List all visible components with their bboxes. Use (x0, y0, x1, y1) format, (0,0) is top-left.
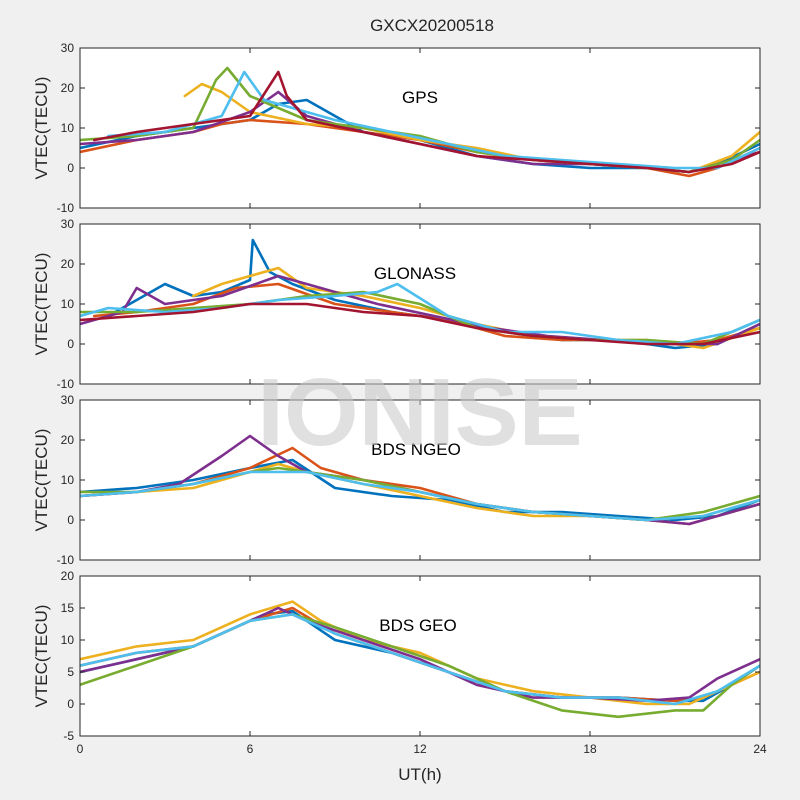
series-group (80, 238, 760, 350)
y-axis-label: VTEC(TECU) (32, 429, 51, 532)
series-line-6 (80, 613, 760, 706)
y-tick-label: 20 (61, 257, 75, 271)
y-tick-label: 0 (67, 513, 74, 527)
y-tick-label: 10 (61, 473, 75, 487)
series-line-7 (80, 302, 760, 346)
x-tick-label: 18 (583, 742, 597, 756)
x-tick-label: 0 (77, 742, 84, 756)
y-tick-label: 15 (61, 601, 75, 615)
y-tick-label: 0 (67, 161, 74, 175)
panel-label: GPS (402, 88, 438, 107)
y-tick-label: 0 (67, 697, 74, 711)
y-tick-label: 30 (61, 41, 75, 55)
series-line-6 (80, 282, 760, 346)
x-tick-label: 6 (247, 742, 254, 756)
series-group (80, 66, 760, 178)
series-line-6 (80, 470, 760, 522)
y-tick-label: 30 (61, 217, 75, 231)
y-axis-label: VTEC(TECU) (32, 77, 51, 180)
y-tick-label: 10 (61, 121, 75, 135)
panels: -10 0 10 20 30 VTEC(TECU) GPS -10 0 10 20 30 VTEC(TE… (32, 41, 767, 756)
y-tick-label: 10 (61, 633, 75, 647)
x-tick-label: 24 (753, 742, 767, 756)
series-group (80, 434, 760, 526)
y-tick-label: 30 (61, 393, 75, 407)
x-tick-label: 12 (413, 742, 427, 756)
y-tick-label: -10 (57, 201, 75, 215)
series-group (80, 600, 760, 719)
y-tick-label: -10 (57, 553, 75, 567)
y-tick-label: 20 (61, 433, 75, 447)
y-tick-label: -10 (57, 377, 75, 391)
series-line-5 (80, 290, 760, 346)
x-axis-label: UT(h) (398, 765, 441, 784)
y-tick-label: 20 (61, 569, 75, 583)
watermark: IONISE (257, 359, 582, 466)
panel-label: GLONASS (374, 264, 456, 283)
panel-1: -10 0 10 20 30 VTEC(TECU) GPS (32, 41, 761, 215)
y-tick-label: 10 (61, 297, 75, 311)
y-axis-label: VTEC(TECU) (32, 253, 51, 356)
series-line-6 (107, 70, 760, 170)
panel-label: BDS NGEO (371, 440, 461, 459)
panel-3: -10 0 10 20 30 VTEC(TECU) BDS NGEO (32, 393, 761, 567)
figure-title: GXCX20200518 (370, 16, 494, 35)
y-tick-label: 20 (61, 81, 75, 95)
panel-label: BDS GEO (379, 616, 456, 635)
y-tick-label: -5 (63, 729, 74, 743)
y-tick-label: 0 (67, 337, 74, 351)
y-axis-label: VTEC(TECU) (32, 605, 51, 708)
panel-2: -10 0 10 20 30 VTEC(TECU) GLONASS (32, 217, 761, 391)
series-line-7 (92, 70, 760, 174)
y-tick-label: 5 (67, 665, 74, 679)
